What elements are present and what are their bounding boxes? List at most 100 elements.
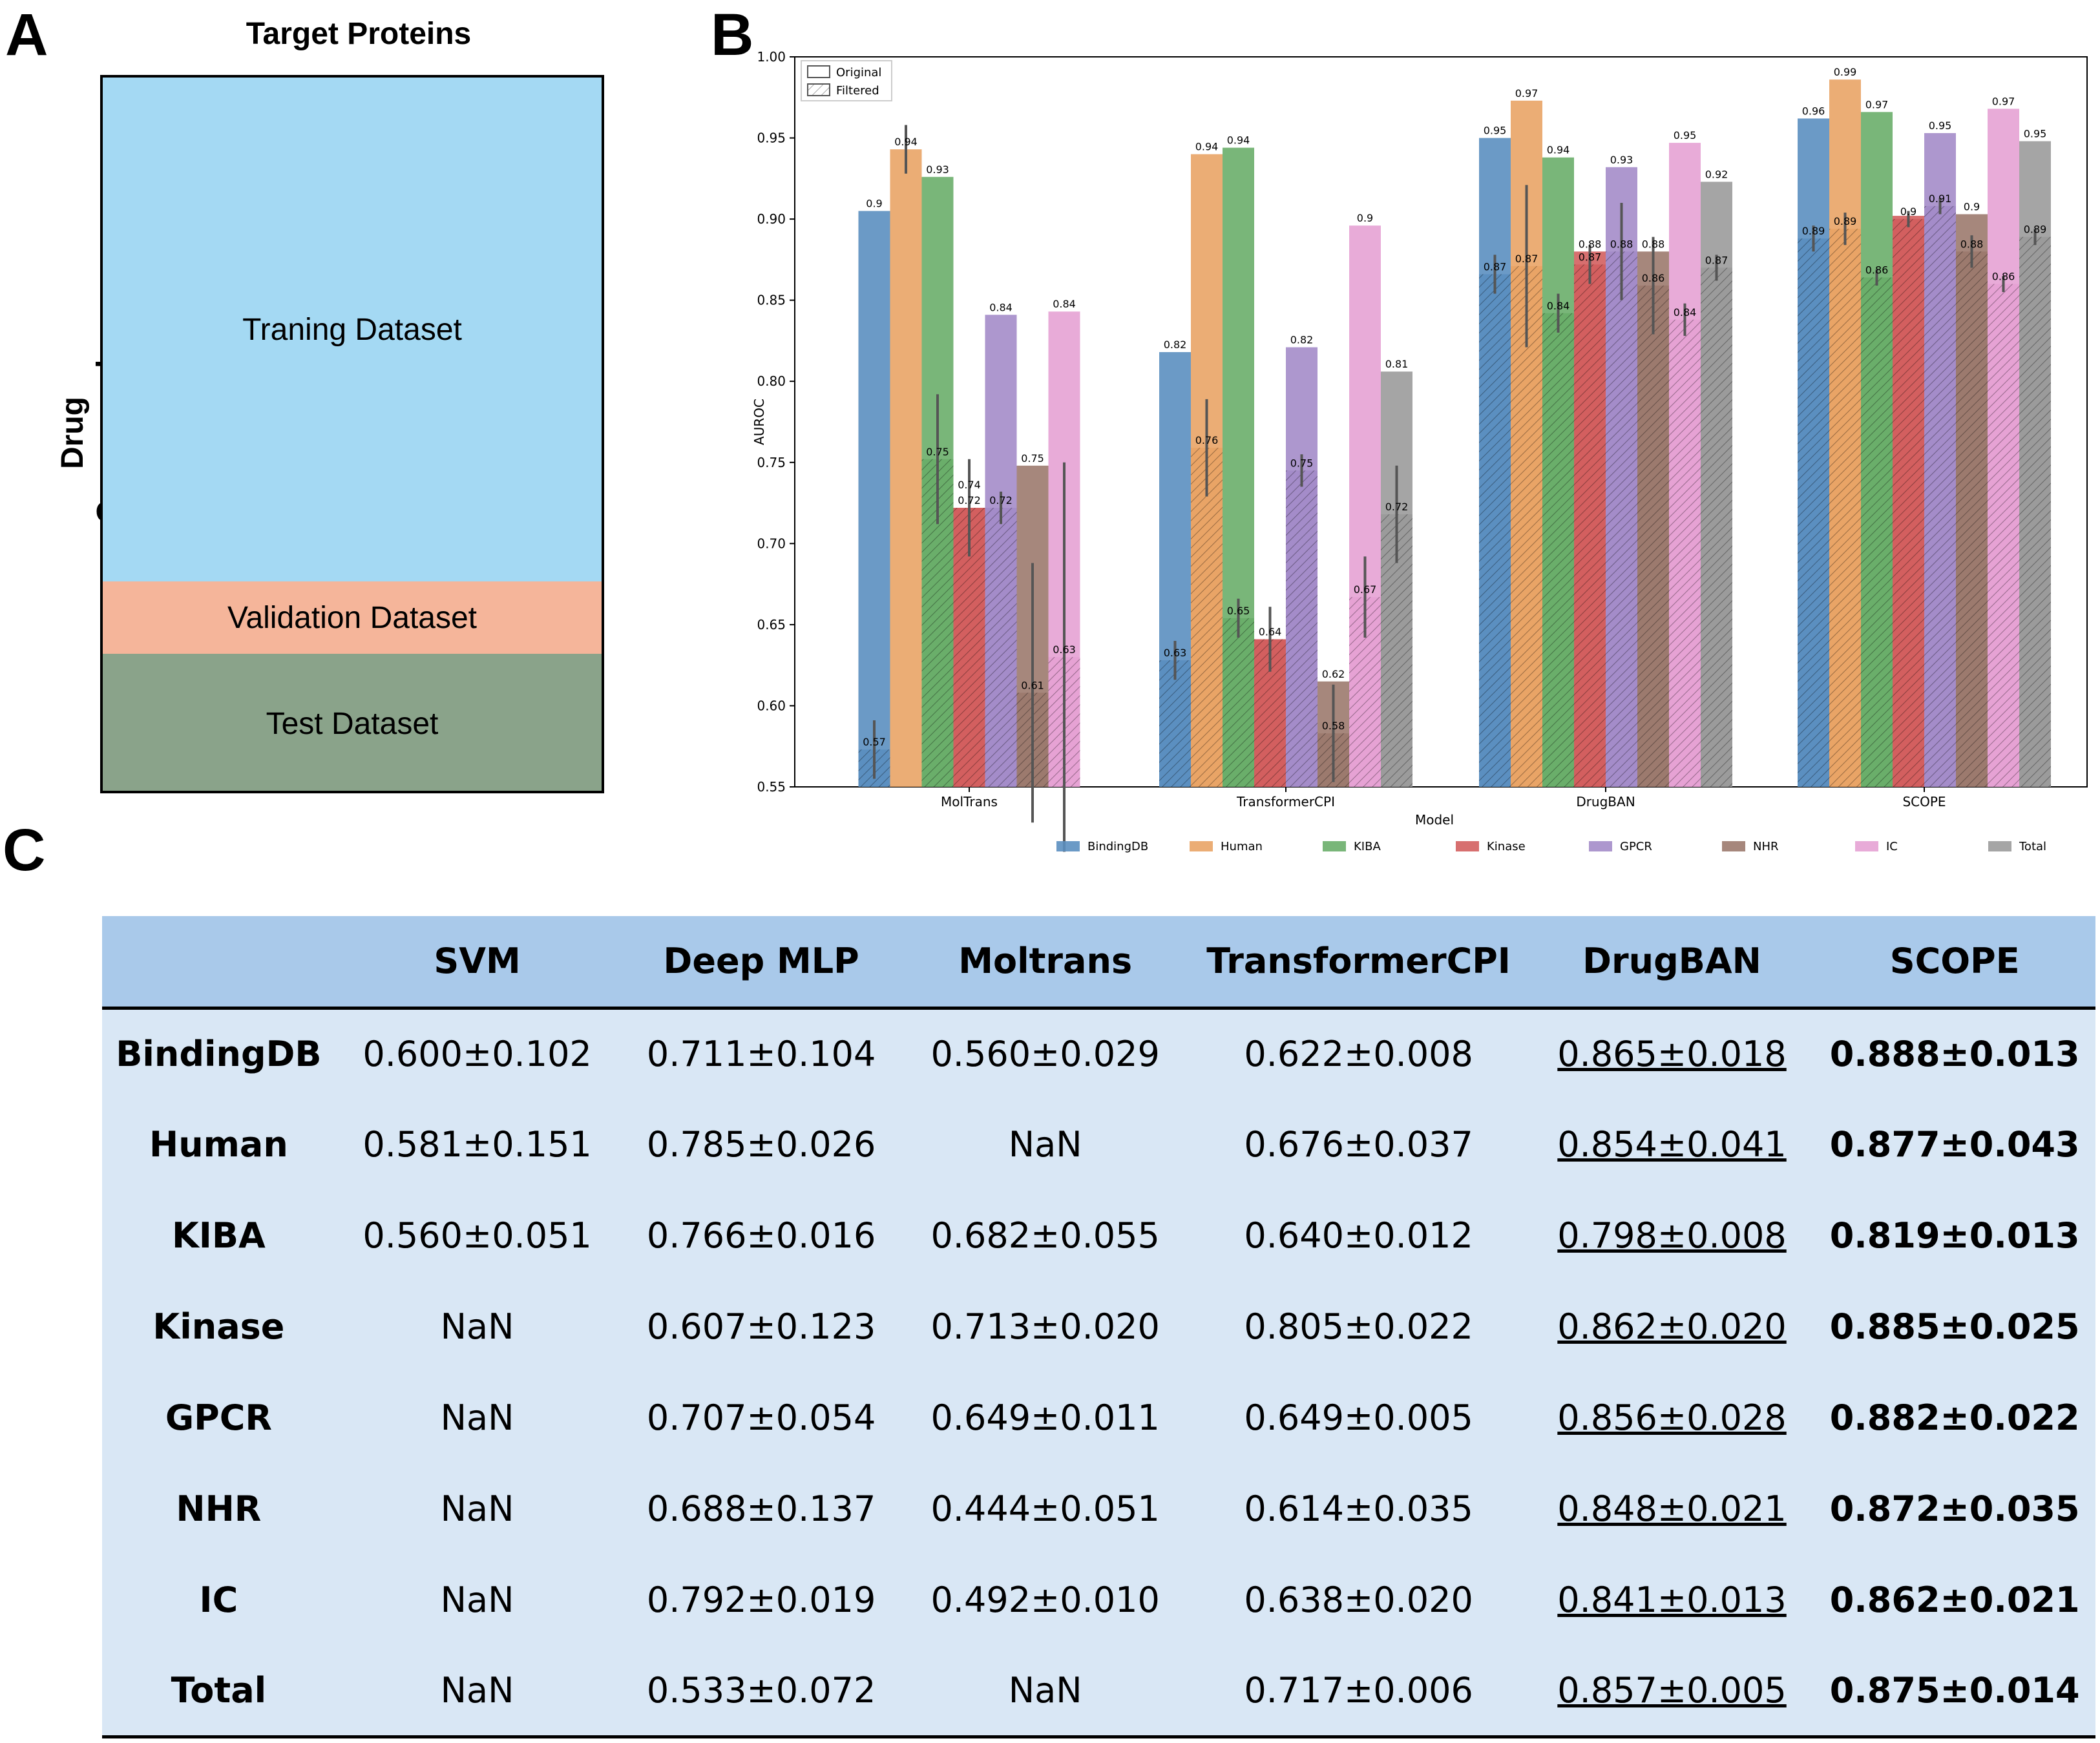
column-header: SCOPE <box>1889 941 2020 982</box>
legend-label: Human <box>1221 840 1263 853</box>
table-cell: 0.875±0.014 <box>1814 1645 2095 1737</box>
cell-value: NaN <box>440 1306 514 1347</box>
training-dataset-label: Traning Dataset <box>242 312 462 347</box>
table-row: Human 0.581±0.151 0.785±0.026 NaN 0.676±0.03… <box>102 1099 2095 1190</box>
cell-value: 0.882±0.022 <box>1829 1397 2080 1438</box>
table-cell: 0.841±0.013 <box>1530 1554 1814 1645</box>
cell-value: 0.885±0.025 <box>1829 1306 2080 1347</box>
y-tick-label: 0.55 <box>757 779 786 795</box>
table-row: GPCR NaN 0.707±0.054 0.649±0.011 0.649±0.005… <box>102 1372 2095 1463</box>
bar-value-label: 0.94 <box>1195 141 1219 153</box>
table-cell: 0.766±0.016 <box>619 1190 903 1281</box>
bar-value-label: 0.57 <box>863 736 886 748</box>
bar-value-label: 0.96 <box>1802 105 1825 117</box>
bar-value-label: 0.99 <box>1834 66 1857 78</box>
legend-swatch <box>1722 841 1745 851</box>
table-cell: 0.862±0.020 <box>1530 1281 1814 1372</box>
table-cell: 0.638±0.020 <box>1187 1554 1529 1645</box>
legend-filtered-label: Filtered <box>836 84 879 98</box>
bar-value-label: 0.74 <box>958 479 981 491</box>
table-cell: 0.857±0.005 <box>1530 1645 1814 1737</box>
table-row: BindingDB 0.600±0.102 0.711±0.104 0.560±0.0… <box>102 1008 2095 1099</box>
legend-label: BindingDB <box>1087 840 1148 853</box>
table-row: KIBA 0.560±0.051 0.766±0.016 0.682±0.055 0.6… <box>102 1190 2095 1281</box>
row-label: NHR <box>102 1463 335 1554</box>
table-cell: 0.581±0.151 <box>335 1099 620 1190</box>
bar-value-label: 0.84 <box>1053 298 1076 310</box>
column-header: TransformerCPI <box>1206 941 1511 982</box>
cell-value: 0.707±0.054 <box>646 1397 876 1438</box>
cell-value: 0.622±0.008 <box>1244 1034 1473 1075</box>
cell-value: 0.857±0.005 <box>1557 1669 1787 1711</box>
table-cell: NaN <box>335 1645 620 1737</box>
table-cell: 0.682±0.055 <box>903 1190 1188 1281</box>
y-tick-label: 0.90 <box>757 211 786 227</box>
bar-filtered-hatch <box>1606 251 1637 787</box>
table-cell: 0.444±0.051 <box>903 1463 1188 1554</box>
cell-value: 0.688±0.137 <box>646 1488 876 1529</box>
legend-swatch <box>1988 841 2011 851</box>
cell-value: 0.713±0.020 <box>930 1306 1160 1347</box>
table-cell: 0.492±0.010 <box>903 1554 1188 1645</box>
table-cell: 0.848±0.021 <box>1530 1463 1814 1554</box>
table-cell: 0.711±0.104 <box>619 1008 903 1099</box>
cell-value: 0.533±0.072 <box>646 1669 876 1711</box>
bar-value-label: 0.9 <box>1357 212 1373 224</box>
bar-value-label: 0.62 <box>1322 668 1345 680</box>
table-cell: 0.713±0.020 <box>903 1281 1188 1372</box>
table-cell: NaN <box>335 1463 620 1554</box>
column-header: SVM <box>434 941 521 982</box>
bar-value-label: 0.92 <box>1705 168 1728 180</box>
column-header <box>102 916 335 1008</box>
table-cell: 0.888±0.013 <box>1814 1008 2095 1099</box>
cell-value: 0.841±0.013 <box>1557 1580 1787 1620</box>
bar-value-label: 0.95 <box>1674 129 1697 141</box>
bar-value-label: 0.89 <box>1802 225 1825 237</box>
table-cell: 0.649±0.005 <box>1187 1372 1529 1463</box>
table-cell: NaN <box>335 1372 620 1463</box>
bar-value-label: 0.72 <box>1385 501 1409 513</box>
cell-value: NaN <box>440 1397 514 1438</box>
bar-value-label: 0.89 <box>2024 224 2047 236</box>
panel-b-label: B <box>711 2 754 68</box>
cell-value: 0.877±0.043 <box>1829 1124 2080 1165</box>
bar-filtered-hatch <box>1988 284 2019 787</box>
training-dataset-region: Traning Dataset <box>103 78 602 581</box>
bar-filtered-hatch <box>1191 448 1223 787</box>
legend-label: IC <box>1886 840 1898 853</box>
y-tick-label: 0.95 <box>757 130 786 146</box>
cell-value: 0.676±0.037 <box>1244 1124 1473 1165</box>
y-tick-label: 1.00 <box>757 49 786 65</box>
target-proteins-title: Target Proteins <box>246 17 472 51</box>
dataset-split-diagram: Traning Dataset Validation Dataset Test … <box>100 75 604 793</box>
bar-filtered-hatch <box>1286 470 1318 787</box>
cell-value: NaN <box>440 1488 514 1529</box>
row-label: GPCR <box>102 1372 335 1463</box>
cell-value: 0.805±0.022 <box>1244 1306 1473 1347</box>
table-cell: 0.854±0.041 <box>1530 1099 1814 1190</box>
validation-dataset-region: Validation Dataset <box>103 581 602 654</box>
cell-value: 0.682±0.055 <box>930 1215 1160 1256</box>
bar-filtered-hatch <box>1223 618 1254 787</box>
table-cell: 0.798±0.008 <box>1530 1190 1814 1281</box>
table-cell: NaN <box>903 1099 1188 1190</box>
bar-value-label: 0.95 <box>1484 125 1507 137</box>
bar-value-label: 0.84 <box>1547 300 1570 312</box>
bar-value-label: 0.84 <box>989 301 1013 313</box>
x-tick-label: MolTrans <box>941 794 998 809</box>
row-label: IC <box>102 1554 335 1645</box>
panel-a-label: A <box>5 2 48 68</box>
cell-value: 0.862±0.021 <box>1829 1580 2080 1620</box>
bar-value-label: 0.75 <box>1290 457 1314 469</box>
bar-value-label: 0.67 <box>1354 583 1377 596</box>
table-cell: 0.533±0.072 <box>619 1645 903 1737</box>
legend-label: Kinase <box>1487 840 1526 853</box>
cell-value: Human <box>149 1124 288 1165</box>
bar-filtered-hatch <box>1956 251 1988 787</box>
y-tick-label: 0.80 <box>757 373 786 389</box>
bar-filtered-hatch <box>1893 219 1924 788</box>
test-dataset-label: Test Dataset <box>266 706 439 741</box>
bar-filtered-hatch <box>985 508 1017 787</box>
cell-value: 0.865±0.018 <box>1557 1034 1787 1075</box>
bar-original <box>858 211 890 787</box>
